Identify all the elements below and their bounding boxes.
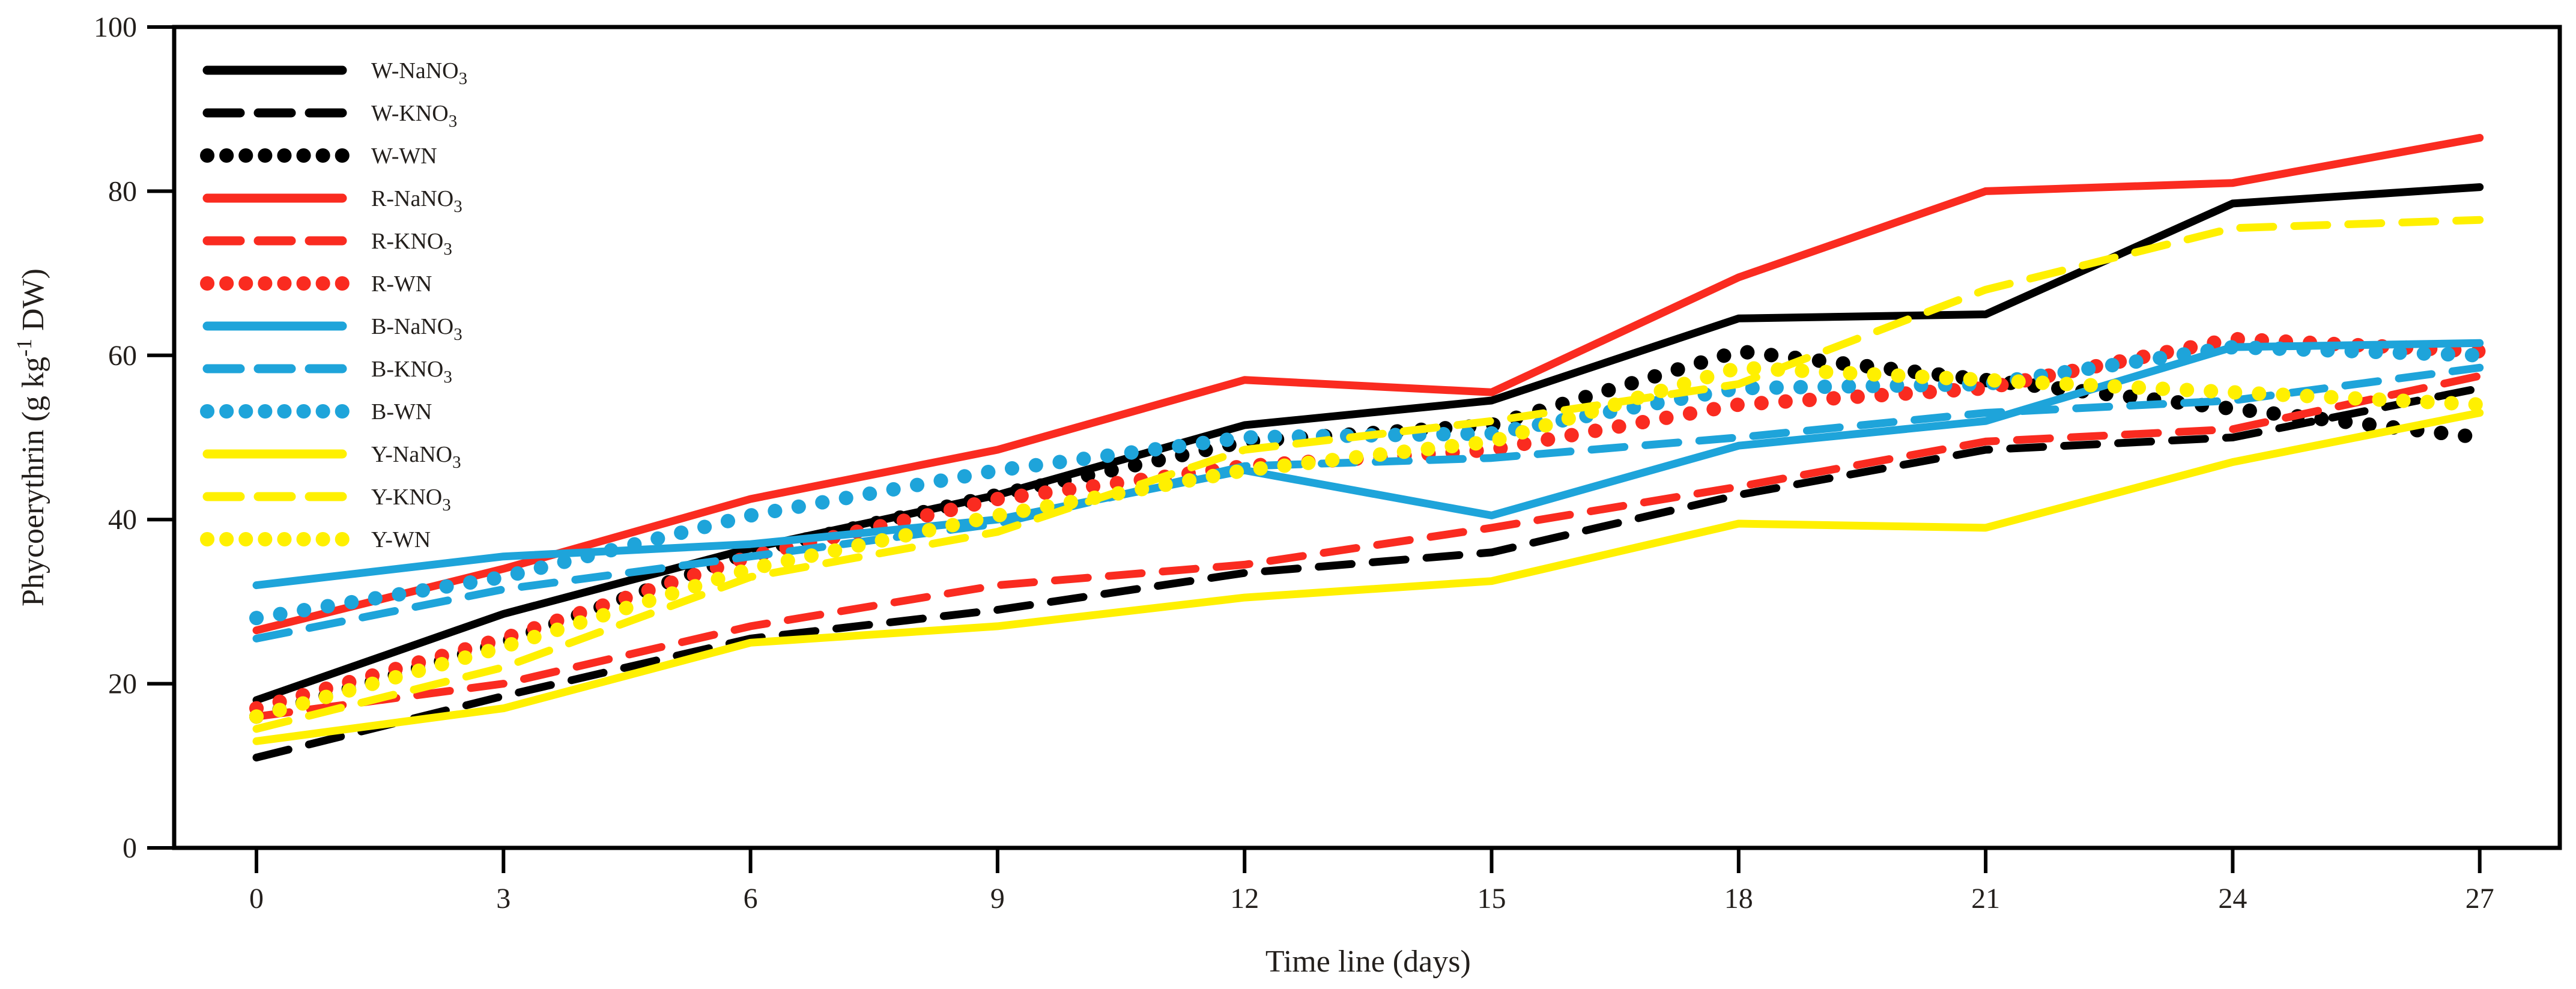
x-tick-label: 21 — [1971, 883, 2000, 915]
legend-label: R-WN — [371, 271, 432, 297]
legend-item-y-wn: Y-WN — [200, 527, 431, 552]
series-line-y-nano3 — [252, 409, 2484, 745]
series-line-w-kno3 — [252, 384, 2484, 762]
x-tick-label: 3 — [496, 883, 511, 915]
x-tick-label: 9 — [990, 883, 1005, 915]
legend-label: R-NaNO3 — [371, 186, 462, 216]
y-tick-label: 100 — [94, 11, 137, 43]
legend-label: Y-WN — [371, 527, 431, 552]
series-line-b-kno3 — [252, 363, 2484, 643]
legend-item-w-kno3: W-KNO3 — [202, 101, 457, 131]
y-axis-title: Phycoerythrin (g kg-1 DW) — [12, 268, 50, 606]
legend-label: Y-KNO3 — [371, 485, 451, 515]
legend-item-b-nano3: B-NaNO3 — [202, 314, 462, 344]
y-tick-label: 80 — [108, 175, 137, 207]
y-axis: 0 20 40 60 80 100 — [94, 11, 174, 864]
x-tick-label: 15 — [1477, 883, 1506, 915]
series-line-r-wn — [249, 331, 2487, 716]
legend-item-r-wn: R-WN — [200, 271, 432, 297]
legend-item-y-nano3: Y-NaNO3 — [202, 442, 461, 472]
legend-item-b-wn: B-WN — [200, 399, 432, 425]
legend-item-r-nano3: R-NaNO3 — [202, 186, 462, 216]
series-line-y-wn — [249, 360, 2487, 724]
legend-label: R-KNO3 — [371, 229, 452, 259]
series-line-r-kno3 — [252, 372, 2484, 721]
y-tick-label: 40 — [108, 504, 137, 536]
legend: W-NaNO3 W-KNO3 W-WN R-NaNO3 R-KNO3 R-WN B-NaNO… — [200, 58, 467, 552]
y-tick-label: 60 — [108, 340, 137, 372]
legend-item-w-nano3: W-NaNO3 — [202, 58, 467, 88]
legend-item-w-wn: W-WN — [200, 144, 437, 169]
legend-label: W-WN — [371, 144, 437, 169]
series-line-y-kno3 — [252, 216, 2484, 733]
x-tick-label: 24 — [2218, 883, 2247, 915]
series-lines — [249, 134, 2487, 762]
x-axis-title: Time line (days) — [1265, 945, 1471, 979]
legend-label: B-NaNO3 — [371, 314, 462, 344]
legend-label: Y-NaNO3 — [371, 442, 461, 472]
x-tick-label: 12 — [1230, 883, 1259, 915]
legend-label: B-WN — [371, 399, 432, 425]
series-line-r-nano3 — [252, 134, 2484, 635]
legend-label: W-KNO3 — [371, 101, 457, 131]
legend-item-b-kno3: B-KNO3 — [202, 357, 452, 387]
x-tick-label: 18 — [1724, 883, 1753, 915]
legend-label: W-NaNO3 — [371, 58, 467, 88]
x-tick-label: 0 — [249, 883, 264, 915]
y-tick-label: 0 — [123, 832, 137, 864]
y-tick-label: 20 — [108, 668, 137, 700]
x-axis: 0 3 6 9 12 15 18 21 24 27 — [249, 848, 2494, 915]
x-tick-label: 27 — [2465, 883, 2494, 915]
x-tick-label: 6 — [744, 883, 758, 915]
legend-item-r-kno3: R-KNO3 — [202, 229, 452, 259]
legend-label: B-KNO3 — [371, 357, 452, 387]
legend-item-y-kno3: Y-KNO3 — [202, 485, 451, 515]
